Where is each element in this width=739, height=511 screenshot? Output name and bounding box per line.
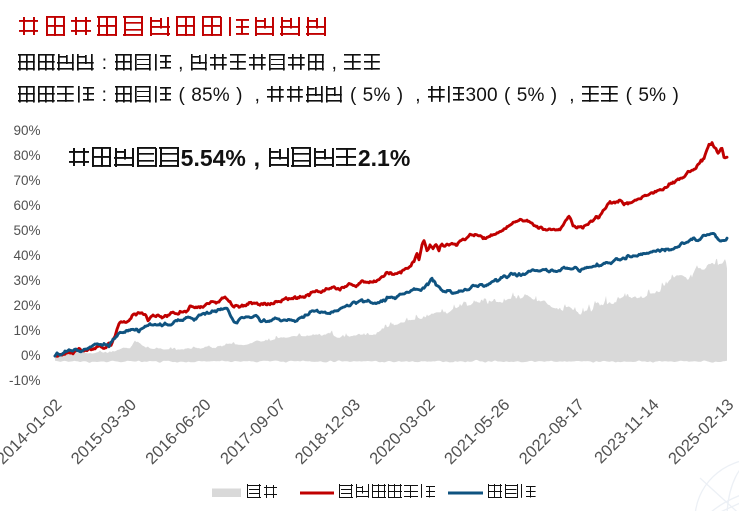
svg-text:10%: 10% bbox=[13, 323, 40, 338]
svg-text:2014-01-02: 2014-01-02 bbox=[0, 396, 65, 468]
svg-text:2025-02-13: 2025-02-13 bbox=[665, 396, 737, 468]
svg-text:2015-03-30: 2015-03-30 bbox=[68, 396, 140, 468]
svg-text:0%: 0% bbox=[21, 348, 41, 363]
svg-text:60%: 60% bbox=[13, 198, 40, 213]
svg-text:2023-11-14: 2023-11-14 bbox=[591, 396, 663, 468]
svg-text:2016-06-20: 2016-06-20 bbox=[142, 396, 214, 468]
svg-text:30%: 30% bbox=[13, 273, 40, 288]
svg-text:40%: 40% bbox=[13, 248, 40, 263]
svg-text:70%: 70% bbox=[13, 173, 40, 188]
svg-text:-10%: -10% bbox=[9, 373, 41, 388]
svg-text:90%: 90% bbox=[13, 123, 40, 138]
svg-text:2017-09-07: 2017-09-07 bbox=[217, 396, 289, 468]
svg-text:2021-05-26: 2021-05-26 bbox=[441, 396, 513, 468]
svg-text:2022-08-17: 2022-08-17 bbox=[516, 396, 588, 468]
svg-text:2020-03-02: 2020-03-02 bbox=[366, 396, 438, 468]
svg-text:2018-12-03: 2018-12-03 bbox=[292, 396, 364, 468]
svg-text:20%: 20% bbox=[13, 298, 40, 313]
svg-text:50%: 50% bbox=[13, 223, 40, 238]
svg-text:80%: 80% bbox=[13, 148, 40, 163]
